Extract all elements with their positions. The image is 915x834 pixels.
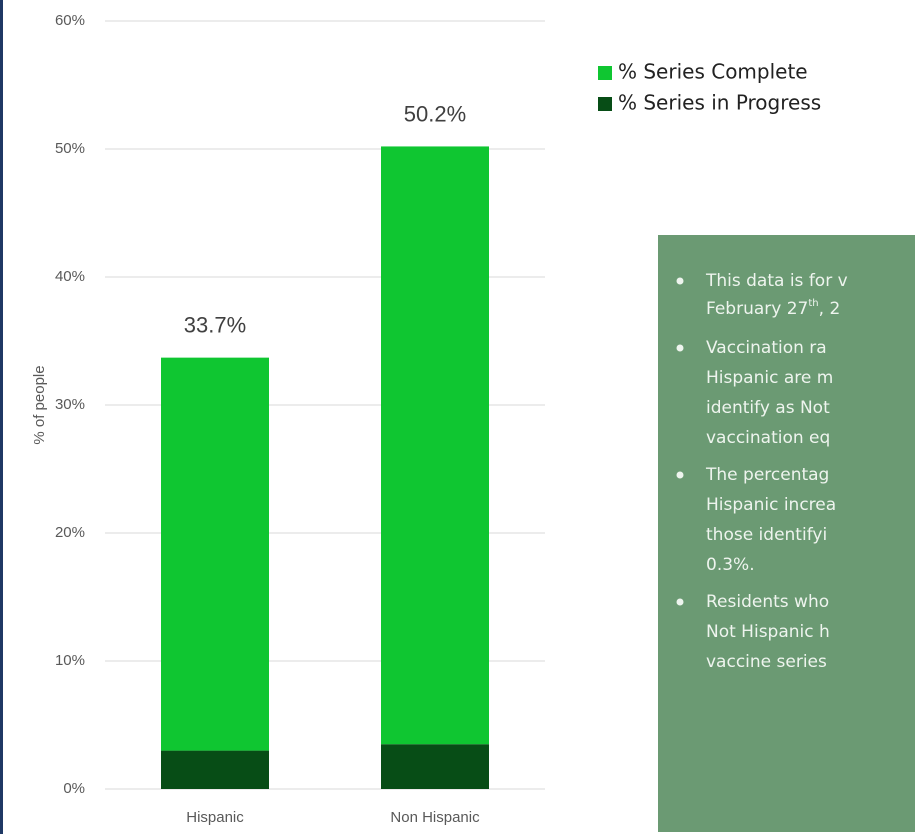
bullet	[676, 598, 684, 606]
date-text: February 27	[706, 299, 808, 319]
bar-segment	[381, 146, 489, 745]
y-axis-title: % of people	[31, 365, 48, 444]
text-box	[658, 235, 915, 832]
y-tick-label: 30%	[55, 396, 85, 413]
total-label: 50.2%	[404, 101, 466, 126]
date-rest: , 2	[819, 299, 841, 319]
legend-label: % Series in Progress	[618, 91, 821, 115]
legend-label: % Series Complete	[618, 60, 808, 84]
bar-segment	[161, 750, 269, 789]
box-line: Residents who	[706, 592, 829, 612]
date-sup: th	[808, 298, 818, 309]
box-line: vaccination eq	[706, 428, 830, 448]
x-tick-label: Hispanic	[186, 809, 244, 826]
bullet	[676, 277, 684, 285]
box-line: The percentag	[705, 465, 829, 485]
box-line: This data is for v	[705, 271, 848, 291]
box-line: Hispanic are m	[706, 368, 833, 388]
y-tick-label: 10%	[55, 652, 85, 669]
box-line: vaccine series	[706, 652, 827, 672]
box-line: 0.3%.	[706, 555, 755, 575]
box-line: identify as Not	[706, 398, 830, 418]
box-line: Hispanic increa	[706, 495, 836, 515]
legend-swatch	[598, 66, 612, 80]
box-line: those identifyi	[706, 525, 827, 545]
total-label: 33.7%	[184, 312, 246, 337]
bullet	[676, 471, 684, 479]
box-line: Vaccination ra	[706, 338, 827, 358]
box-line: February 27th, 2	[706, 298, 840, 319]
y-tick-label: 0%	[63, 780, 85, 797]
y-tick-label: 50%	[55, 140, 85, 157]
left-border	[0, 0, 3, 834]
box-line: Not Hispanic h	[706, 622, 830, 642]
bar-segment	[161, 357, 269, 751]
bullet	[676, 344, 684, 352]
legend-swatch	[598, 97, 612, 111]
y-tick-label: 40%	[55, 268, 85, 285]
bar-segment	[381, 744, 489, 789]
y-tick-label: 20%	[55, 524, 85, 541]
x-tick-label: Non Hispanic	[390, 809, 480, 826]
y-tick-label: 60%	[55, 12, 85, 29]
